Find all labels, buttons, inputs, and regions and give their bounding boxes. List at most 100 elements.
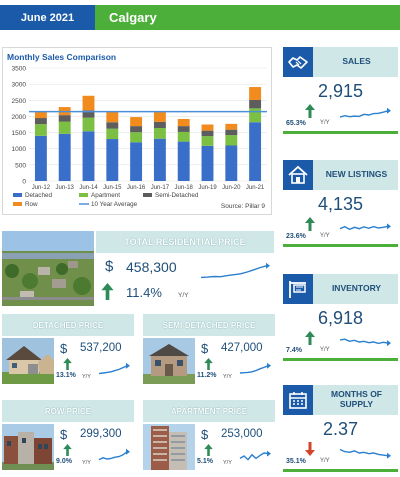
sparkline-path [339, 448, 389, 457]
total-dollar-sign: $ [105, 258, 114, 275]
total-residential-sparkline [200, 262, 270, 279]
apartment-price-card: APARTMENT PRICE $ 253,000 5.1% Y/Y [143, 400, 275, 470]
y-tick-label: 1500 [12, 130, 27, 137]
bar-segment [82, 95, 95, 111]
bar-segment [177, 131, 190, 142]
sales-card-label: SALES [342, 56, 371, 67]
sparkline-arrowhead [387, 452, 391, 459]
sparkline-arrowhead [266, 262, 270, 269]
sparkline-arrowhead [387, 223, 391, 230]
apartment-price-yy: Y/Y [223, 460, 232, 466]
apartment-price-title: APARTMENT PRICE [143, 400, 275, 422]
new-listings-card-value: 4,135 [317, 194, 364, 214]
up-arrow-icon [101, 283, 114, 300]
bar-segment [225, 129, 238, 136]
x-tick-label: Jun-21 [246, 185, 265, 191]
bar-segment [58, 115, 71, 122]
sparkline-arrowhead [267, 450, 271, 457]
inventory-card-pct: 7.4% [286, 347, 302, 354]
inventory-card-header: INVENTORY [283, 274, 398, 304]
detached-dollar-sign: $ [60, 341, 68, 356]
sign-icon [283, 274, 313, 304]
row-house-image [2, 424, 54, 470]
bar-segment [153, 128, 166, 139]
sparkline-path [339, 110, 389, 118]
aerial-neighbourhood-image [2, 231, 94, 306]
semi-detached-dollar-sign: $ [201, 341, 209, 356]
sparkline-arrowhead [126, 448, 130, 455]
months-of-supply-sparkline [339, 448, 391, 459]
legend-label: Detached [25, 192, 52, 199]
x-tick-label: Jun-18 [175, 185, 194, 191]
detached-sparkline [98, 362, 130, 375]
semi-detached-price-card: SEMI-DETACHED PRICE $ 427,000 11.2% Y/Y [143, 314, 275, 384]
bar-segment [34, 135, 47, 181]
detached-house-image [2, 338, 54, 384]
total-residential-pct: 11.4% [126, 285, 162, 300]
new-listings-card: NEW LISTINGS 4,135 23.6% Y/Y [283, 160, 398, 247]
apartment-building-image [143, 424, 195, 470]
row-price-card: ROW PRICE $ 299,300 9.0% Y/Y [2, 400, 134, 470]
chart-title: Monthly Sales Comparison [7, 52, 117, 62]
legend-swatch [79, 193, 88, 197]
total-residential-card: TOTAL RESIDENTIAL PRICE $ 458,300 11.4% … [2, 231, 274, 306]
sparkline-path [98, 451, 128, 461]
card-accent-bar [283, 244, 398, 247]
bar-segment [249, 99, 262, 109]
new-listings-card-label: NEW LISTINGS [325, 169, 388, 180]
chart-source: Source: Pillar 9 [220, 203, 265, 210]
calendar-icon [283, 385, 313, 415]
sparkline-path [239, 452, 269, 461]
months-of-supply-card-yy: Y/Y [320, 458, 330, 464]
sales-sparkline [339, 107, 391, 118]
x-tick-label: Jun-19 [198, 185, 217, 191]
semi-detached-price-yy: Y/Y [223, 374, 232, 380]
down-arrow-icon [305, 442, 315, 456]
y-tick-label: 2500 [12, 98, 27, 105]
bar-segment [106, 128, 119, 140]
report-city: Calgary [95, 5, 400, 30]
bar-segment [130, 142, 143, 181]
y-tick-label: 0 [22, 179, 26, 186]
bar-segment [82, 110, 95, 118]
inventory-card-yy: Y/Y [320, 347, 330, 353]
x-tick-label: Jun-20 [222, 185, 241, 191]
house-icon [283, 160, 313, 190]
bar-segment [34, 124, 47, 136]
y-tick-label: 2000 [12, 114, 27, 121]
legend-swatch [143, 193, 152, 197]
x-tick-label: Jun-17 [151, 185, 170, 191]
apartment-sparkline [239, 450, 271, 461]
handshake-icon [283, 47, 313, 77]
bar-segment [177, 126, 190, 132]
bar-segment [201, 124, 214, 131]
apartment-price-value: 253,000 [221, 428, 263, 440]
detached-price-title: DETACHED PRICE [2, 314, 134, 336]
detached-price-pct: 13.1% [56, 372, 76, 379]
sparkline-arrowhead [267, 362, 271, 369]
new-listings-card-pct: 23.6% [286, 233, 306, 240]
sales-card-yy: Y/Y [320, 120, 330, 126]
bar-segment [34, 118, 47, 125]
bar-segment [58, 133, 71, 181]
bar-segment [58, 121, 71, 134]
bar-segment [34, 111, 47, 119]
sparkline-path [200, 265, 268, 279]
bar-segment [130, 117, 143, 127]
detached-price-value: 537,200 [80, 342, 122, 354]
inventory-card-value: 6,918 [317, 308, 364, 328]
bar-segment [225, 123, 238, 130]
card-accent-bar [283, 358, 398, 361]
sparkline-path [339, 225, 389, 231]
bar-segment [106, 122, 119, 129]
bar-segment [201, 130, 214, 137]
inventory-card: INVENTORY 6,918 7.4% Y/Y [283, 274, 398, 361]
bar-segment [225, 135, 238, 146]
y-tick-label: 500 [15, 162, 26, 169]
semi-detached-sparkline [239, 362, 271, 374]
legend-label: Row [25, 201, 38, 208]
months-of-supply-card-label: MONTHS OF SUPPLY [331, 389, 382, 409]
sparkline-arrowhead [387, 107, 391, 114]
row-price-pct: 9.0% [56, 458, 72, 465]
sales-bar-chart: 0 500 1000 1500 2000 2500 3000 3500 Jun-12 Jun-13… [12, 66, 267, 208]
